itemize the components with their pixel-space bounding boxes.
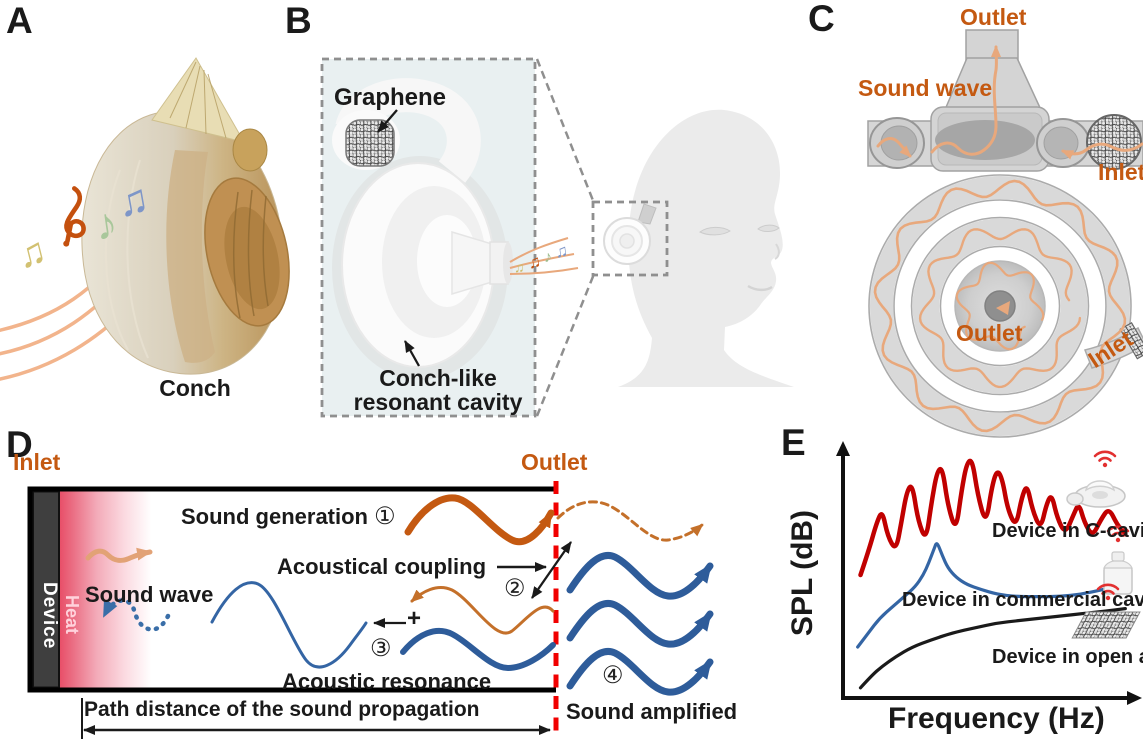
spl-curve-2	[858, 607, 1127, 690]
returning-wave-thin-orange	[410, 586, 555, 635]
music-note-icon: ♫	[526, 252, 542, 273]
x-axis-arrowhead	[1127, 691, 1142, 705]
music-note-icon: ♫	[514, 259, 525, 275]
mouth-line	[747, 284, 773, 292]
cavity-pointer-arrow	[403, 340, 421, 367]
sound-generation-label: Sound generation ①	[181, 503, 396, 530]
c-top-sound-wave-label: Sound wave	[858, 75, 993, 101]
sound-amplified-label: Sound amplified	[566, 699, 738, 724]
c-top-inlet-label: Inlet	[1098, 159, 1143, 185]
acoustic-resonance-label: Acoustic resonance	[282, 669, 492, 694]
device-bar	[32, 490, 60, 689]
d-inlet-label: Inlet	[13, 449, 61, 475]
legend-commercial-cavity: Device in commercial cavity	[902, 589, 1143, 611]
x-axis-label: Frequency (Hz)	[888, 702, 1105, 735]
head-render	[603, 109, 794, 387]
spiral-wave	[955, 261, 1045, 351]
ear-highlight-box	[591, 200, 669, 277]
eye	[757, 224, 780, 232]
step-1-number: ①	[374, 503, 396, 530]
zoom-connector-line	[535, 58, 596, 204]
reflected-wave-dotted-arrow	[101, 598, 171, 632]
conch-shell-image	[81, 57, 290, 375]
resonant-wave-thin-blue	[210, 581, 368, 669]
incoming-sound-wave-arrow	[85, 547, 153, 563]
eye	[699, 226, 731, 236]
legend-open-air: Device in open air	[992, 646, 1143, 668]
heat-label: Heat	[62, 595, 82, 635]
y-axis-label: SPL (dB)	[786, 509, 819, 637]
panel-e-letter: E	[781, 422, 806, 463]
amplified-sound-waves	[566, 552, 714, 696]
cavity-cross-section	[867, 29, 1143, 172]
panel-b-device-in-ear: ♫ ♫ ♪ ♫	[320, 57, 794, 418]
resonance-wave-thick-blue	[400, 627, 556, 672]
music-note-icon: ♫	[13, 230, 51, 278]
panel-c-letter: C	[808, 0, 835, 39]
escaping-wave-dashed-orange	[556, 500, 704, 542]
panel-e-spl-chart	[836, 441, 1142, 705]
zoom-connector-line	[535, 273, 596, 417]
heat-gradient	[58, 491, 168, 688]
cavity-box-outline	[27, 486, 556, 693]
step-3-number: ③	[370, 635, 392, 662]
treble-clef-icon	[63, 186, 86, 247]
panel-b-letter: B	[285, 0, 312, 41]
panel-d-letter: D	[6, 424, 33, 465]
d-sound-wave-label: Sound wave	[85, 582, 214, 607]
superposition-plus: +	[407, 605, 422, 632]
spiral-cavity-top-view	[868, 174, 1143, 438]
conch-like-device-render	[332, 78, 513, 380]
panel-a-conch-illustration: ♫ ♪ ♫	[0, 57, 290, 381]
graphene-mesh-icon	[345, 119, 395, 167]
chart-axes	[841, 452, 1131, 700]
commercial-cavity-device-icon	[1103, 551, 1133, 595]
graphene-pointer-arrow	[377, 109, 398, 133]
d-outlet-label: Outlet	[521, 449, 588, 475]
panel-a-letter: A	[6, 0, 33, 41]
generated-wave-thick-orange	[404, 494, 555, 546]
panel-d-mechanism-schematic	[27, 481, 714, 739]
music-note-icon: ♪	[544, 249, 552, 266]
spiral-sound-wave	[873, 179, 1127, 433]
wifi-icon	[1093, 450, 1117, 469]
legend-c-cavity: Device in C-cavity	[992, 520, 1143, 542]
acoustical-coupling-label: Acoustical coupling	[277, 554, 487, 579]
spl-curve-0	[858, 458, 1128, 578]
c-cavity-device-icon	[1066, 480, 1126, 508]
spiral-wave-arrowhead	[996, 301, 1010, 315]
spiral-wave	[873, 179, 1127, 433]
spl-curve-1	[856, 542, 1127, 649]
conch-caption: Conch	[159, 375, 231, 401]
step-4-number: ④	[602, 662, 624, 689]
y-axis-arrowhead	[836, 441, 850, 456]
graphene-sheet-icon	[1071, 611, 1141, 639]
step-2-number: ②	[504, 575, 526, 602]
spiral-wave	[918, 228, 1082, 389]
coupling-double-arrow	[531, 541, 572, 599]
sound-exit-notes: ♫ ♫ ♪ ♫	[509, 237, 579, 275]
c-top-outlet-label: Outlet	[960, 4, 1027, 30]
c-spiral-outlet-label: Outlet	[956, 320, 1023, 346]
device-bar-label: Device	[39, 582, 60, 650]
sound-wave-path	[876, 45, 1143, 160]
panel-c-cavity-schematics	[867, 29, 1143, 438]
music-note-icon: ♫	[554, 241, 569, 262]
graphene-label: Graphene	[334, 84, 447, 111]
chart-curves	[856, 458, 1128, 690]
earbud-hook	[637, 203, 657, 225]
path-distance-label: Path distance of the sound propagation	[84, 698, 480, 721]
cavity-label: Conch-like resonant cavity	[353, 365, 523, 416]
graphene-mesh-icon	[1086, 114, 1142, 170]
nose-line	[774, 243, 780, 260]
